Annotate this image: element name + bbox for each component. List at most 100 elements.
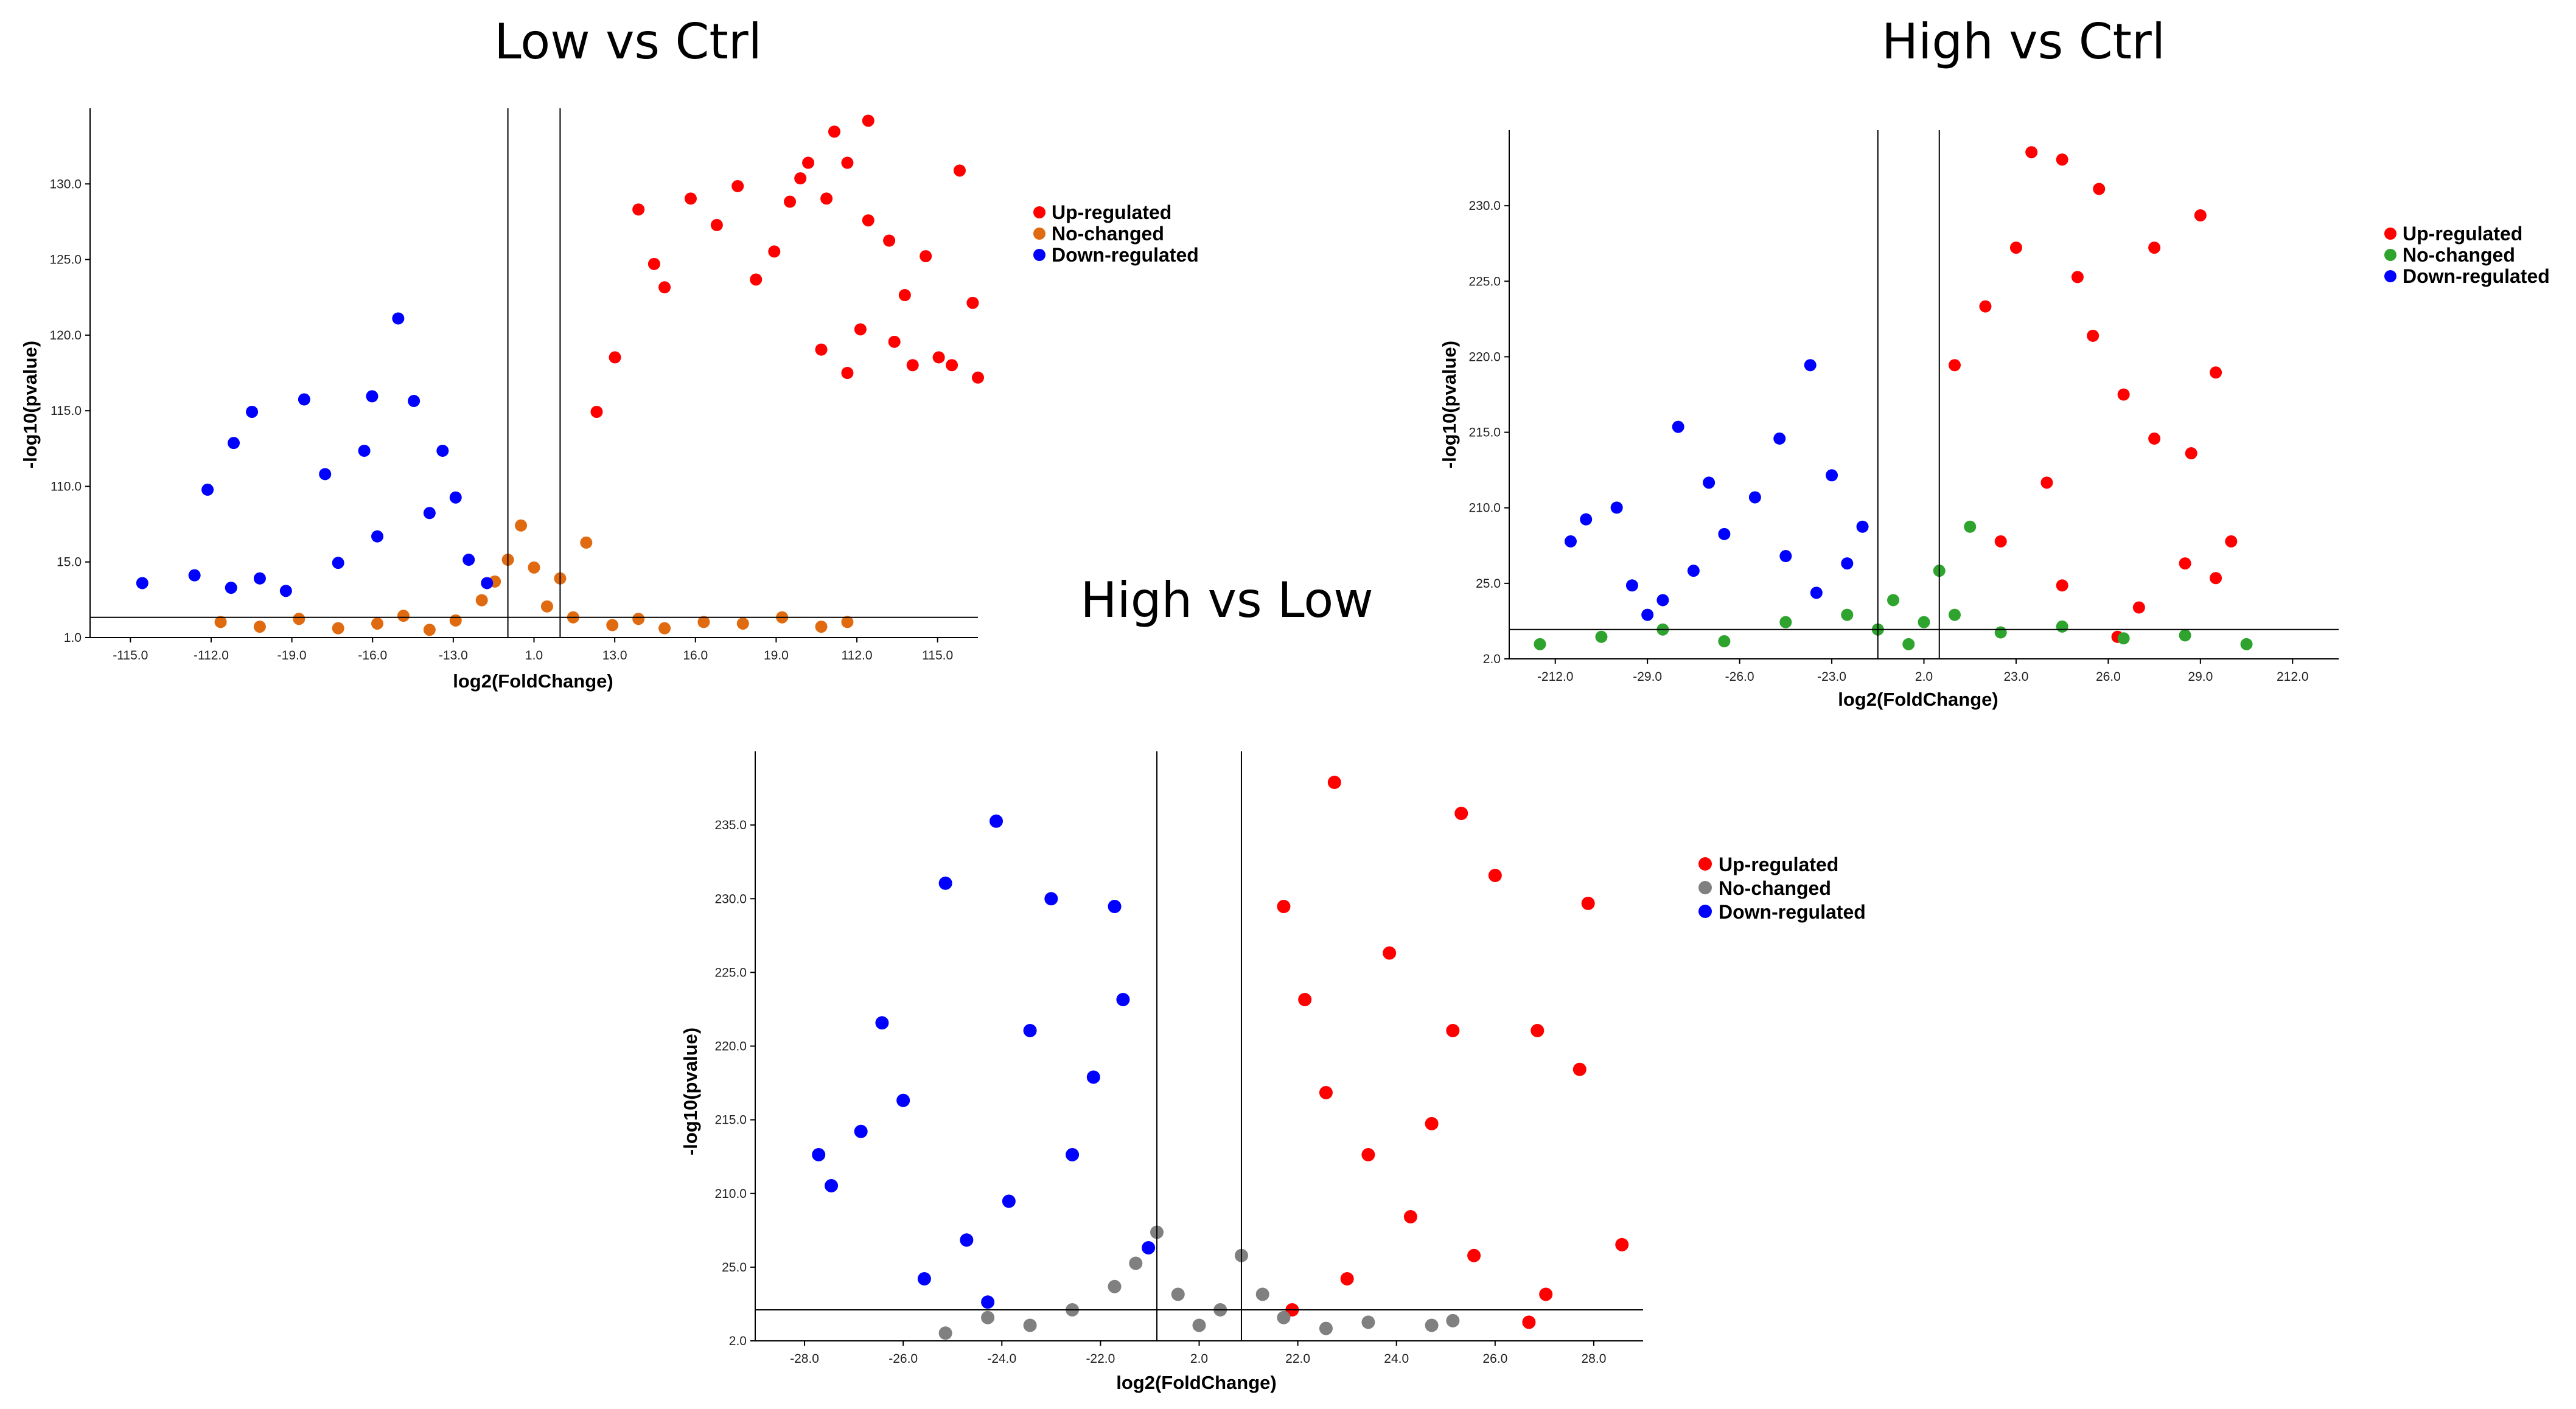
no-changed-point: [697, 616, 710, 628]
x-tick-label: -13.0: [439, 649, 468, 663]
x-tick-label: -26.0: [888, 1352, 918, 1366]
down-regulated-point: [136, 577, 148, 590]
y-tick-label: 230.0: [1468, 199, 1501, 213]
no-changed-point: [1534, 638, 1546, 650]
up-regulated-point: [2071, 271, 2084, 284]
up-regulated-point: [2185, 447, 2197, 460]
down-regulated-point: [246, 405, 259, 418]
legend-marker-nochange: [2384, 249, 2396, 261]
down-regulated-point: [1066, 1148, 1080, 1161]
no-changed-point: [1023, 1318, 1037, 1332]
x-tick-label: 29.0: [2188, 670, 2213, 684]
no-changed-point: [2240, 638, 2253, 650]
no-changed-point: [253, 621, 266, 633]
down-regulated-point: [1108, 900, 1122, 913]
down-regulated-point: [1625, 579, 1638, 592]
up-regulated-point: [1327, 776, 1341, 789]
down-regulated-point: [436, 444, 449, 457]
plot-area: -28.0 -26.0 -24.0 -22.0 2.0 22.0 24.0 26.0 28.0 2…: [714, 751, 1643, 1366]
up-regulated-point: [2056, 579, 2068, 592]
down-regulated-point: [201, 483, 214, 496]
down-regulated-point: [228, 437, 240, 450]
up-regulated-point: [854, 323, 867, 336]
y-tick-label: 230.0: [714, 892, 747, 906]
no-changed-point: [515, 519, 528, 532]
x-tick-label: 212.0: [2277, 670, 2309, 684]
up-regulated-point: [2210, 572, 2222, 585]
down-regulated-point: [279, 585, 292, 597]
up-regulated-point: [731, 179, 744, 192]
legend-label-nochange: No-changed: [2403, 244, 2515, 266]
legend-label-up: Up-regulated: [1719, 854, 1838, 875]
no-changed-point: [1902, 638, 1915, 650]
no-changed-point: [1595, 630, 1608, 643]
y-tick-label: 130.0: [49, 177, 82, 191]
down-regulated-point: [408, 395, 421, 408]
up-regulated-point: [2132, 601, 2145, 614]
down-regulated-point: [960, 1233, 974, 1247]
legend-marker-up: [1033, 206, 1045, 218]
no-changed-point: [1718, 635, 1731, 648]
plot-area: -212.0 -29.0 -26.0 -23.0 2.0 23.0 26.0 29.0 212.…: [1468, 130, 2339, 684]
y-tick-label: 225.0: [1468, 274, 1501, 288]
y-axis-label: -log10(pvalue): [680, 1028, 701, 1155]
y-tick-label: 25.0: [722, 1261, 747, 1275]
up-regulated-point: [932, 351, 945, 364]
up-regulated-point: [1581, 896, 1595, 910]
up-regulated-point: [953, 164, 966, 177]
up-regulated-point: [590, 405, 603, 418]
legend: Up-regulated No-changed Down-regulated: [1698, 854, 1866, 923]
up-regulated-point: [946, 359, 958, 372]
no-changed-point: [1918, 616, 1930, 628]
down-regulated-point: [449, 491, 462, 504]
down-regulated-point: [1086, 1070, 1100, 1084]
x-tick-label: 28.0: [1582, 1352, 1607, 1366]
no-changed-point: [1171, 1287, 1185, 1301]
up-regulated-point: [684, 192, 697, 205]
x-tick-label: -212.0: [1537, 670, 1574, 684]
up-regulated-point: [862, 214, 874, 227]
down-regulated-point: [1023, 1024, 1037, 1037]
down-regulated-point: [358, 444, 371, 457]
up-regulated-point: [1531, 1024, 1545, 1037]
down-regulated-point: [1116, 993, 1130, 1006]
x-tick-label: 2.0: [1190, 1352, 1208, 1366]
up-regulated-point: [1361, 1148, 1375, 1161]
y-tick-label: 225.0: [714, 965, 747, 979]
up-regulated-point: [2210, 366, 2222, 379]
y-tick-label: 210.0: [714, 1187, 747, 1201]
up-regulated-point: [862, 114, 874, 127]
no-changed-point: [397, 610, 410, 622]
up-regulated-point: [802, 156, 815, 169]
y-tick-label: 115.0: [51, 404, 82, 418]
chart-high-vs-ctrl: High vs Ctrl -212.0 -29.0 -26.0 -23.0 2.0 23.…: [1439, 13, 2550, 710]
x-tick-label: 2.0: [1915, 670, 1933, 684]
x-tick-label: 16.0: [683, 649, 708, 663]
up-regulated-point: [841, 367, 854, 379]
no-changed-point: [632, 613, 645, 625]
y-tick-label: 110.0: [51, 479, 82, 493]
chart-title: High vs Ctrl: [1882, 13, 2165, 70]
up-regulated-point: [820, 192, 833, 205]
no-changed-point: [938, 1326, 952, 1340]
down-regulated-point: [1142, 1241, 1156, 1254]
up-regulated-point: [1383, 946, 1397, 960]
y-tick-label: 125.0: [49, 253, 82, 267]
no-changed-point: [293, 613, 305, 625]
down-regulated-point: [1773, 432, 1786, 445]
down-regulated-point: [812, 1148, 826, 1161]
up-regulated-point: [920, 250, 932, 263]
no-changed-point: [2056, 620, 2068, 633]
y-axis-label: -log10(pvalue): [19, 341, 41, 468]
no-changed-point: [1129, 1256, 1143, 1270]
legend-marker-up: [2384, 228, 2396, 240]
x-tick-label: -22.0: [1086, 1352, 1115, 1366]
up-regulated-point: [1277, 900, 1291, 913]
up-regulated-point: [2025, 146, 2038, 159]
up-regulated-point: [972, 371, 984, 384]
down-regulated-point: [1641, 608, 1654, 621]
no-changed-point: [475, 594, 488, 607]
up-regulated-point: [906, 359, 919, 372]
up-regulated-point: [2225, 535, 2238, 548]
